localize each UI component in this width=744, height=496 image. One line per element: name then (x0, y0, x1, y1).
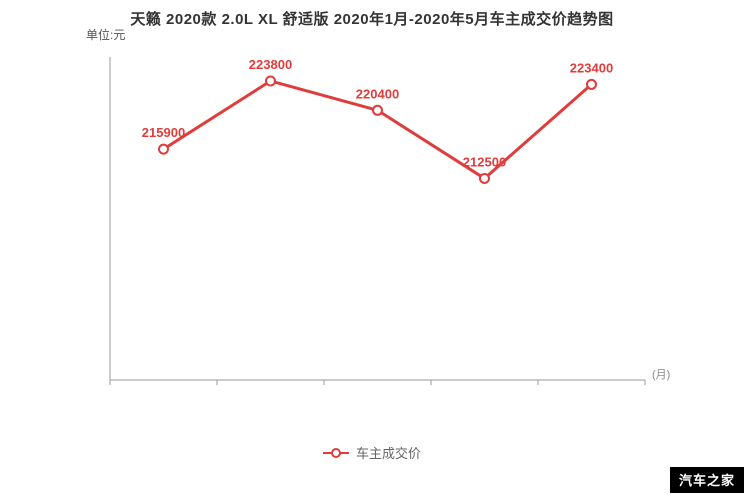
chart-title: 天籁 2020款 2.0L XL 舒适版 2020年1月-2020年5月车主成交… (130, 11, 614, 28)
legend-line-marker-icon (322, 447, 349, 458)
svg-text:215900: 215900 (142, 125, 185, 140)
legend-item-price[interactable]: 车主成交价 (322, 443, 422, 462)
svg-text:220400: 220400 (356, 86, 399, 101)
svg-text:223800: 223800 (249, 57, 292, 72)
watermark-autohome: 汽车之家 (669, 467, 744, 493)
svg-text:212500: 212500 (463, 154, 506, 169)
legend-series-label: 车主成交价 (355, 446, 422, 461)
y-axis-unit-label: 单位:元 (86, 28, 126, 42)
svg-text:223400: 223400 (570, 60, 613, 75)
x-axis-unit-label: (月) (652, 369, 671, 381)
